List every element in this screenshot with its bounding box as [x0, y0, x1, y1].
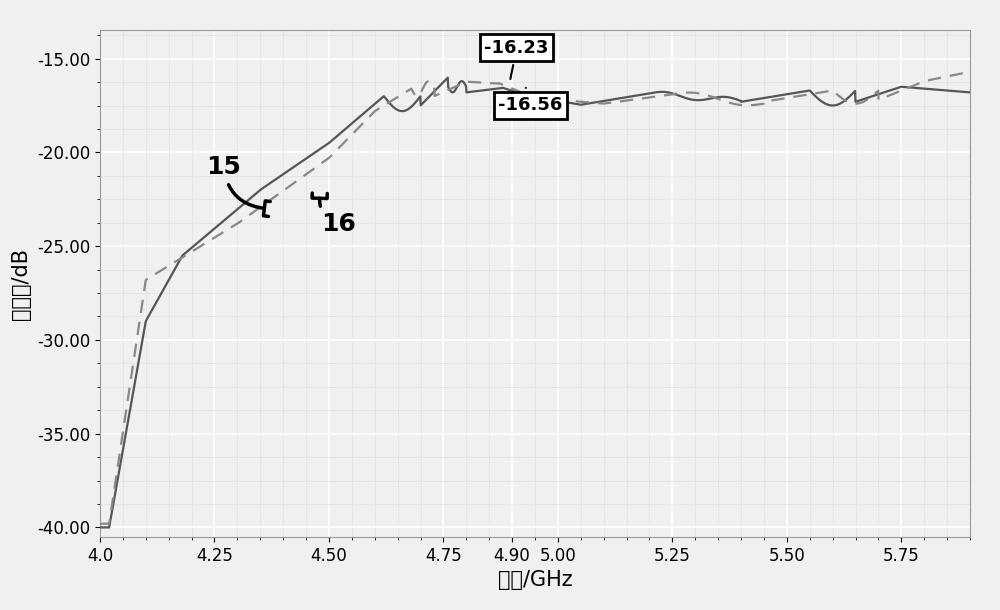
- Text: -16.23: -16.23: [484, 39, 549, 79]
- Text: -16.56: -16.56: [498, 88, 563, 114]
- X-axis label: 频率/GHz: 频率/GHz: [498, 570, 572, 590]
- Y-axis label: 隔离度/dB: 隔离度/dB: [11, 248, 31, 320]
- Text: 15: 15: [206, 156, 270, 217]
- Text: 16: 16: [312, 193, 356, 235]
